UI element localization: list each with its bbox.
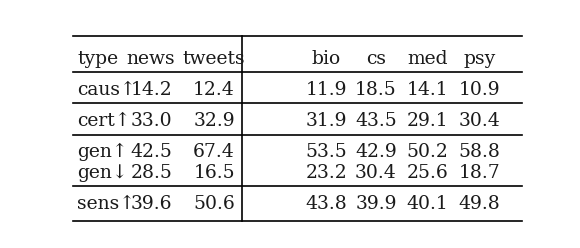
Text: 32.9: 32.9 [193,112,235,130]
Text: 67.4: 67.4 [193,143,235,161]
Text: 18.7: 18.7 [458,164,500,182]
Text: 25.6: 25.6 [407,164,448,182]
Text: 29.1: 29.1 [407,112,448,130]
Text: gen↑: gen↑ [77,143,128,161]
Text: 12.4: 12.4 [193,81,235,99]
Text: 42.9: 42.9 [355,143,397,161]
Text: 50.2: 50.2 [407,143,448,161]
Text: 43.8: 43.8 [306,195,347,214]
Text: 18.5: 18.5 [355,81,397,99]
Text: 30.4: 30.4 [458,112,500,130]
Text: psy: psy [463,50,495,68]
Text: 58.8: 58.8 [458,143,500,161]
Text: tweets: tweets [183,50,245,68]
Text: 14.1: 14.1 [407,81,448,99]
Text: gen↓: gen↓ [77,164,128,182]
Text: 31.9: 31.9 [306,112,347,130]
Text: cert↑: cert↑ [77,112,130,130]
Text: sens↑: sens↑ [77,195,135,214]
Text: cs: cs [366,50,386,68]
Text: 50.6: 50.6 [193,195,235,214]
Text: caus↑: caus↑ [77,81,136,99]
Text: 11.9: 11.9 [306,81,347,99]
Text: bio: bio [312,50,341,68]
Text: type: type [77,50,118,68]
Text: 49.8: 49.8 [458,195,500,214]
Text: 10.9: 10.9 [458,81,500,99]
Text: 39.6: 39.6 [130,195,172,214]
Text: 14.2: 14.2 [130,81,172,99]
Text: 33.0: 33.0 [130,112,172,130]
Text: med: med [407,50,448,68]
Text: news: news [127,50,176,68]
Text: 23.2: 23.2 [306,164,347,182]
Text: 30.4: 30.4 [355,164,397,182]
Text: 43.5: 43.5 [355,112,397,130]
Text: 39.9: 39.9 [355,195,397,214]
Text: 40.1: 40.1 [407,195,448,214]
Text: 28.5: 28.5 [130,164,172,182]
Text: 42.5: 42.5 [130,143,172,161]
Text: 53.5: 53.5 [306,143,347,161]
Text: 16.5: 16.5 [193,164,235,182]
